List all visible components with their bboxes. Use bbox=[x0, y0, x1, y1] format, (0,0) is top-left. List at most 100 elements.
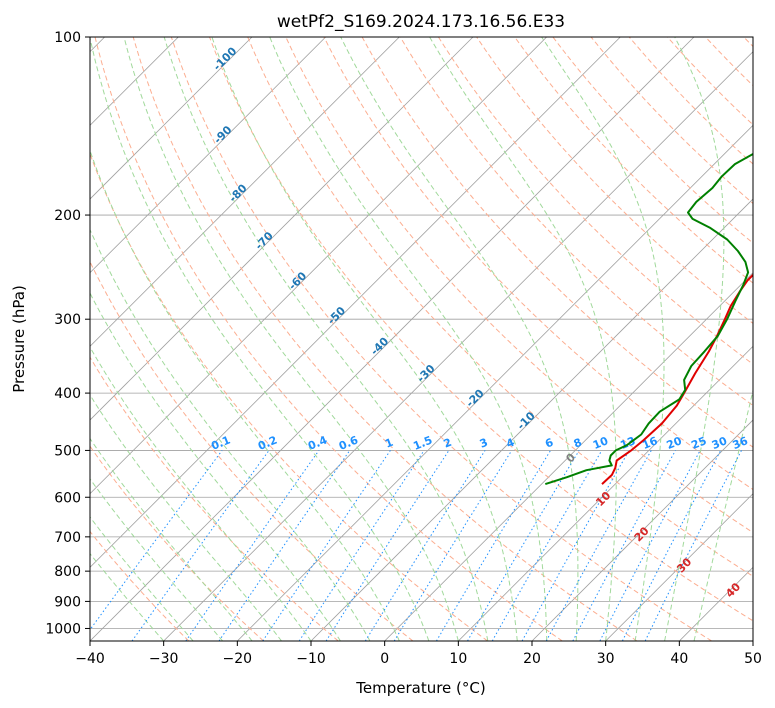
moist-adiabat-line bbox=[541, 37, 665, 641]
mixing-ratio-line bbox=[218, 450, 351, 641]
dry-adiabat-line bbox=[743, 37, 753, 48]
y-tick-label: 700 bbox=[54, 530, 81, 546]
moist-adiabat-line bbox=[269, 37, 548, 641]
moist-adiabat-line bbox=[211, 37, 518, 641]
isotherm-line bbox=[531, 419, 753, 641]
dry-adiabat-line bbox=[476, 37, 753, 325]
mixing-ratio-line bbox=[298, 450, 425, 641]
mixing-ratio-label: 25 bbox=[689, 434, 708, 452]
mixing-ratio-line bbox=[435, 450, 552, 641]
dry-adiabat-line bbox=[170, 37, 712, 641]
x-tick-label: −30 bbox=[149, 651, 179, 667]
moist-adiabat-line bbox=[664, 37, 725, 641]
dry-adiabat-line bbox=[209, 37, 753, 622]
dry-adiabat-line bbox=[285, 37, 753, 534]
isotherm-line bbox=[90, 37, 547, 495]
dry-adiabat-label: -80 bbox=[226, 181, 249, 204]
y-tick-label: 1000 bbox=[45, 621, 81, 637]
moist-adiabat-line bbox=[90, 37, 430, 641]
x-tick-label: 50 bbox=[744, 651, 762, 667]
moist-adiabat-line bbox=[340, 37, 579, 641]
plot-background-lines bbox=[90, 37, 753, 641]
mixing-ratio-label: 8 bbox=[572, 436, 584, 451]
y-tick-label: 100 bbox=[54, 30, 81, 46]
isotherm-line bbox=[163, 51, 753, 641]
mixing-ratio-label: 0.6 bbox=[337, 433, 360, 452]
mixing-ratio-label: 6 bbox=[543, 436, 555, 451]
mixing-ratio-line bbox=[644, 450, 742, 641]
y-tick-label: 300 bbox=[54, 312, 81, 328]
dry-adiabat-line bbox=[90, 445, 264, 641]
mixing-ratio-label: 10 bbox=[591, 434, 610, 452]
dry-adiabat-line bbox=[514, 37, 753, 284]
dry-adiabat-label: -70 bbox=[253, 229, 276, 252]
moist-adiabat-label: 20 bbox=[632, 524, 652, 544]
mixing-ratio-label: 36 bbox=[731, 434, 750, 452]
mixing-ratio-label: 0.4 bbox=[306, 433, 329, 452]
axes: −40 −30 −20 −10 0 10 20 30 40 5010020030040050060… bbox=[45, 30, 762, 667]
mixing-ratio-line bbox=[521, 450, 630, 641]
isotherm-line bbox=[90, 37, 474, 421]
dry-adiabat-line bbox=[90, 152, 488, 641]
x-tick-label: 30 bbox=[597, 651, 615, 667]
x-tick-label: 10 bbox=[449, 651, 467, 667]
x-tick-label: 40 bbox=[670, 651, 688, 667]
isotherm-line bbox=[90, 37, 695, 641]
dry-adiabat-line bbox=[667, 37, 753, 126]
mixing-ratio-label: 16 bbox=[640, 434, 659, 452]
moist-adiabat-line bbox=[90, 437, 253, 641]
mixing-ratio-line bbox=[393, 450, 513, 641]
moist-adiabat-line bbox=[90, 478, 223, 641]
mixing-ratio-line bbox=[185, 450, 320, 641]
moist-adiabat-label: 0 bbox=[563, 450, 578, 465]
isotherm-line bbox=[90, 37, 621, 568]
mixing-ratio-line bbox=[599, 450, 701, 641]
mixing-ratio-line bbox=[572, 450, 676, 641]
y-tick-label: 600 bbox=[54, 490, 81, 506]
dry-adiabat-line bbox=[90, 356, 339, 641]
x-tick-label: 20 bbox=[523, 651, 541, 667]
mixing-ratio-label: 2 bbox=[442, 436, 454, 451]
dewpoint-profile-line bbox=[544, 152, 753, 486]
isotherm-line bbox=[237, 124, 753, 641]
y-tick-label: 200 bbox=[54, 208, 81, 224]
dry-adiabat-line bbox=[90, 530, 190, 641]
isotherm-line bbox=[384, 272, 753, 641]
mixing-ratio-label: 0.2 bbox=[256, 433, 279, 452]
y-tick-label: 500 bbox=[54, 443, 81, 459]
dry-adiabat-label: -40 bbox=[368, 334, 391, 357]
dry-adiabat-line bbox=[94, 37, 563, 641]
isotherm-line bbox=[679, 566, 753, 641]
moist-adiabat-label: 10 bbox=[593, 489, 613, 509]
mixing-ratio-label: 1.5 bbox=[411, 433, 434, 452]
moist-adiabat-label: 40 bbox=[723, 580, 743, 600]
dry-adiabat-label: -30 bbox=[414, 362, 437, 385]
isotherm-line bbox=[458, 345, 753, 641]
mixing-ratio-line bbox=[325, 450, 450, 641]
moist-adiabat-line bbox=[429, 37, 617, 641]
dry-adiabat-label: -10 bbox=[515, 409, 538, 432]
isotherm-line bbox=[90, 37, 400, 347]
sounding-series bbox=[544, 152, 753, 486]
dry-adiabat-line bbox=[323, 37, 753, 491]
moist-adiabat-line bbox=[123, 37, 459, 641]
plot-frame bbox=[89, 36, 754, 642]
dry-adiabat-label: -20 bbox=[463, 386, 486, 409]
moist-adiabat-line bbox=[90, 346, 312, 641]
dry-adiabat-line bbox=[399, 37, 753, 407]
dry-adiabat-line bbox=[247, 37, 753, 577]
mixing-ratio-label: 0.1 bbox=[209, 433, 232, 452]
moist-adiabat-line bbox=[90, 228, 371, 641]
chart-title: wetPf2_S169.2024.173.16.56.E33 bbox=[277, 12, 565, 32]
isotherm-line bbox=[752, 640, 753, 641]
dry-adiabat-line bbox=[132, 37, 638, 641]
mixing-ratio-label: 30 bbox=[710, 434, 729, 452]
isotherm-line bbox=[90, 37, 253, 200]
dry-adiabat-line bbox=[590, 37, 753, 205]
x-tick-label: −40 bbox=[75, 651, 105, 667]
moist-adiabat-line bbox=[90, 149, 400, 641]
dry-adiabat-line bbox=[552, 37, 753, 244]
mixing-ratio-label: 1 bbox=[383, 436, 395, 451]
y-tick-label: 800 bbox=[54, 564, 81, 580]
mixing-ratio-line bbox=[262, 450, 391, 641]
